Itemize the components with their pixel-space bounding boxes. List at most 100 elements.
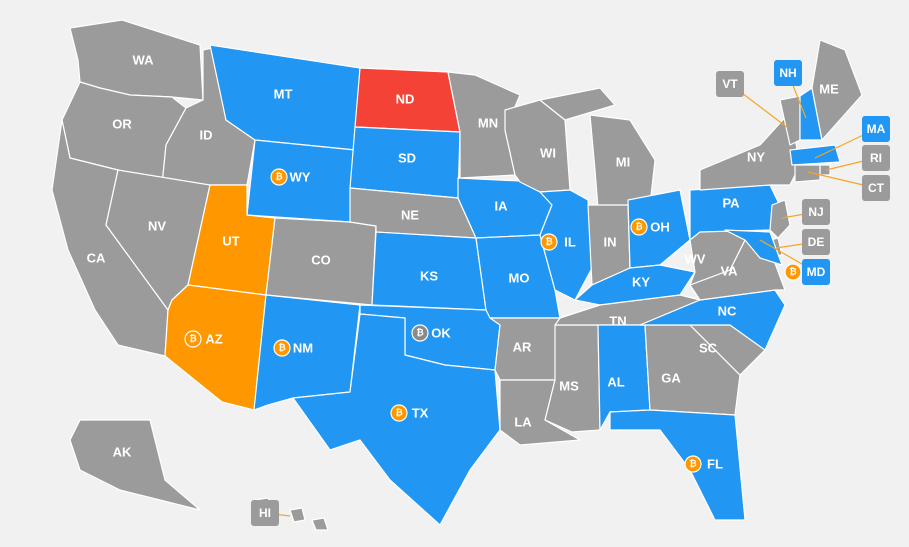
callout-box — [716, 71, 744, 97]
state-ma[interactable] — [789, 144, 841, 166]
state-label-ks: KS — [420, 269, 438, 284]
state-callout-hi[interactable]: HI — [251, 500, 279, 526]
state-label-ri: RI — [870, 151, 882, 165]
callout-box — [862, 116, 890, 142]
bitcoin-icon-glyph: ₿ — [416, 328, 423, 339]
callout-box — [802, 199, 830, 225]
callout-box — [802, 229, 830, 255]
bitcoin-icon-circle — [684, 455, 702, 473]
state-label-sd: SD — [398, 151, 416, 166]
state-label-wv: WV — [685, 252, 706, 267]
callout-box — [251, 500, 279, 526]
bitcoin-icon: ₿ — [184, 330, 202, 348]
state-label-ar: AR — [513, 340, 532, 355]
bitcoin-icon-glyph: ₿ — [275, 172, 282, 183]
state-label-ak: AK — [113, 445, 132, 460]
states-layer — [51, 19, 863, 531]
state-az[interactable] — [164, 284, 267, 411]
state-fl[interactable] — [609, 409, 746, 521]
bitcoin-icon-glyph: ₿ — [635, 222, 642, 233]
state-label-pa: PA — [722, 196, 740, 211]
state-callout-ma[interactable]: MA — [862, 116, 890, 142]
bitcoin-icon-circle — [630, 218, 648, 236]
state-label-hi: HI — [259, 506, 271, 520]
bitcoin-icon-glyph: ₿ — [395, 408, 402, 419]
state-label-wa: WA — [133, 53, 155, 68]
state-label-or: OR — [112, 117, 132, 132]
state-label-nd: ND — [396, 92, 415, 107]
state-callout-ct[interactable]: CT — [862, 175, 890, 201]
state-label-il: IL — [564, 235, 576, 250]
bitcoin-icon-circle — [184, 330, 202, 348]
state-label-me: ME — [819, 82, 839, 97]
state-label-az: AZ — [205, 332, 222, 347]
bitcoin-icon-circle — [540, 233, 558, 251]
bitcoin-icon: ₿ — [540, 233, 558, 251]
state-label-ct: CT — [868, 181, 885, 195]
state-callout-nj[interactable]: NJ — [802, 199, 830, 225]
state-label-mi: MI — [616, 155, 630, 170]
state-callout-vt[interactable]: VT — [716, 71, 744, 97]
state-callout-de[interactable]: DE — [802, 229, 830, 255]
state-label-mt: MT — [274, 87, 293, 102]
state-label-va: VA — [720, 264, 738, 279]
state-label-nm: NM — [293, 341, 313, 356]
bitcoin-icon: ₿ — [273, 339, 291, 357]
bitcoin-icon-circle — [273, 339, 291, 357]
bitcoin-icon: ₿ — [270, 168, 288, 186]
state-label-wy: WY — [290, 170, 311, 185]
state-label-ok: OK — [431, 326, 451, 341]
state-label-ms: MS — [559, 379, 579, 394]
state-label-in: IN — [604, 235, 617, 250]
bitcoin-icon-glyph: ₿ — [789, 267, 796, 278]
state-label-co: CO — [311, 253, 331, 268]
state-label-ia: IA — [495, 199, 509, 214]
state-label-mn: MN — [478, 116, 498, 131]
state-label-ky: KY — [632, 275, 650, 290]
state-label-tn: TN — [609, 314, 626, 329]
state-callout-ri[interactable]: RI — [862, 145, 890, 171]
callout-box — [774, 60, 802, 86]
bitcoin-icon-glyph: ₿ — [689, 459, 696, 470]
state-label-tx: TX — [412, 406, 429, 421]
state-label-id: ID — [200, 128, 213, 143]
state-labels: WA OR CA ID NV MT WY ₿ UT AZ ₿ CO NM ₿ ND SD NE KS OK ₿ TX ₿ M… — [87, 53, 890, 526]
state-label-ga: GA — [661, 371, 681, 386]
bitcoin-icon: ₿ — [784, 263, 802, 281]
state-label-ut: UT — [222, 234, 239, 249]
state-label-md: MD — [807, 265, 826, 279]
bitcoin-icon-circle — [784, 263, 802, 281]
state-callout-md[interactable]: MD — [802, 259, 830, 285]
bitcoin-icon-circle — [411, 324, 429, 342]
state-label-sc: SC — [699, 341, 718, 356]
state-label-mo: MO — [509, 271, 530, 286]
state-me[interactable] — [811, 39, 863, 141]
state-oh[interactable] — [627, 189, 691, 269]
callout-box — [862, 175, 890, 201]
state-label-nv: NV — [148, 219, 166, 234]
state-label-de: DE — [808, 235, 825, 249]
state-nj[interactable] — [769, 199, 791, 239]
state-md[interactable] — [724, 229, 783, 266]
bitcoin-icon-circle — [270, 168, 288, 186]
state-label-nc: NC — [718, 304, 737, 319]
callout-box — [862, 145, 890, 171]
state-label-ma: MA — [867, 122, 886, 136]
state-label-la: LA — [514, 415, 532, 430]
state-callout-nh[interactable]: NH — [774, 60, 802, 86]
state-ct[interactable] — [794, 164, 821, 183]
bitcoin-icon-glyph: ₿ — [189, 334, 196, 345]
bitcoin-icon-circle — [390, 404, 408, 422]
state-label-ne: NE — [401, 208, 419, 223]
callout-box — [802, 259, 830, 285]
state-label-al: AL — [607, 375, 624, 390]
state-label-fl: FL — [707, 457, 723, 472]
state-label-nj: NJ — [808, 205, 823, 219]
state-ak[interactable] — [69, 419, 201, 511]
state-label-ny: NY — [747, 150, 765, 165]
bitcoin-icon-glyph: ₿ — [278, 343, 285, 354]
bitcoin-icon: ₿ — [390, 404, 408, 422]
state-label-nh: NH — [779, 66, 796, 80]
state-label-oh: OH — [650, 220, 670, 235]
